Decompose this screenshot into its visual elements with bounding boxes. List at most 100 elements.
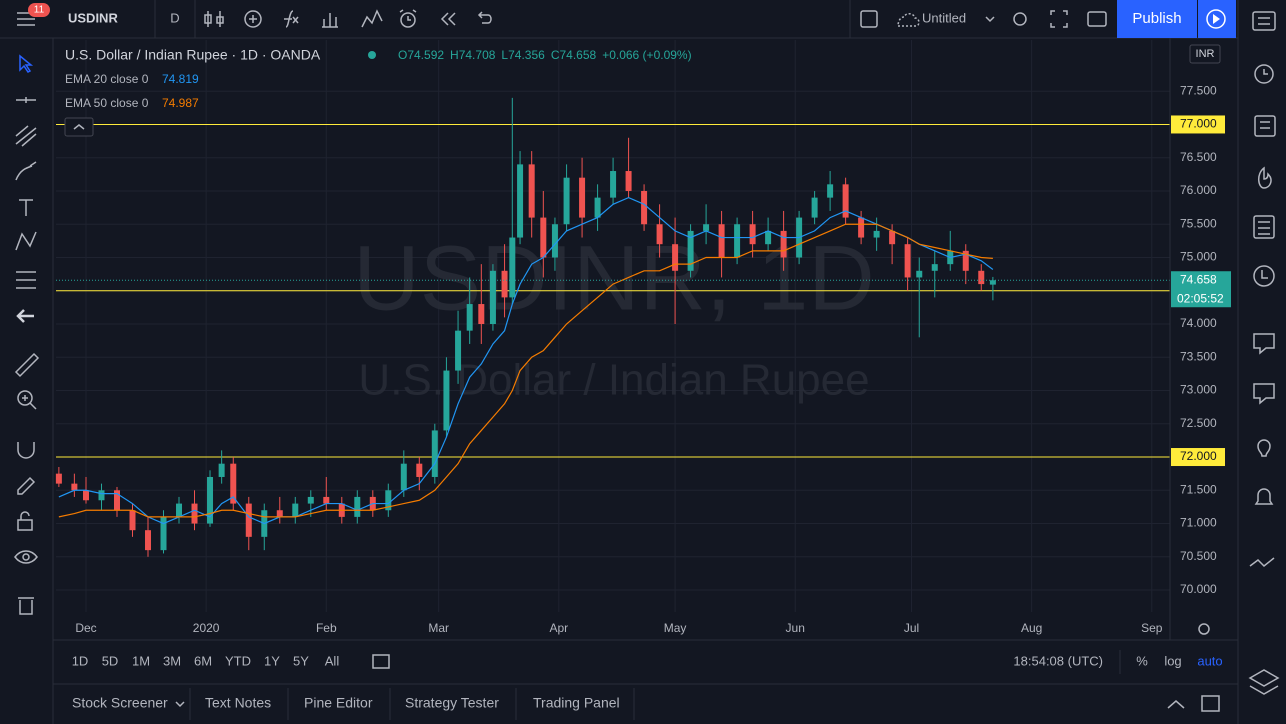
tab[interactable]: Strategy Tester xyxy=(405,695,499,711)
range-button[interactable]: 5D xyxy=(102,653,119,668)
candle-body xyxy=(749,224,756,245)
watermark-description: U.S. Dollar / Indian Rupee xyxy=(358,356,869,405)
range-button[interactable]: All xyxy=(325,653,340,668)
candle-body xyxy=(292,503,299,517)
last-price: 74.658 xyxy=(1180,272,1217,286)
log-toggle[interactable]: log xyxy=(1164,653,1181,668)
publish-button[interactable] xyxy=(1117,0,1197,38)
price-label: 72.000 xyxy=(1180,449,1217,463)
collapse-icon[interactable] xyxy=(73,124,85,130)
range-bar: 1D 5D 1M 3M 6M YTD 1Y 5Y All xyxy=(72,653,340,668)
candle-body xyxy=(858,217,865,238)
tab[interactable]: Trading Panel xyxy=(533,695,620,711)
candle-body xyxy=(323,496,330,504)
currency-box[interactable] xyxy=(1189,44,1221,64)
y-tick-label: 75.500 xyxy=(1180,216,1217,230)
play-triangle xyxy=(1213,14,1220,24)
legend-low: L74.356 xyxy=(501,48,545,62)
ema50-line xyxy=(58,223,993,518)
x-tick-label: Mar xyxy=(428,621,449,635)
indicator-name: EMA 50 close 0 xyxy=(65,96,149,110)
countdown: 02:05:52 xyxy=(1177,291,1224,305)
maximize-icon[interactable] xyxy=(1201,695,1220,712)
y-tick-label: 70.000 xyxy=(1180,582,1217,596)
candle-body xyxy=(400,463,407,491)
chart: 70.000 70.500 71.000 71.500 72.000 72.500 73.0… xyxy=(55,40,1231,635)
legend-open: O74.592 xyxy=(398,48,444,62)
clock: 18:54:08 (UTC) xyxy=(1013,653,1103,668)
y-tick-label: 75.000 xyxy=(1180,250,1217,264)
candle-body xyxy=(466,304,473,331)
range-button[interactable]: 3M xyxy=(163,653,181,668)
auto-toggle[interactable]: auto xyxy=(1197,653,1222,668)
tab[interactable]: Pine Editor xyxy=(304,695,373,711)
candle-body xyxy=(431,430,438,477)
snapshot-icon[interactable] xyxy=(1087,11,1107,27)
candle-body xyxy=(610,171,617,198)
tab[interactable]: Text Notes xyxy=(205,695,271,711)
candle-body xyxy=(489,270,496,325)
interval[interactable]: D xyxy=(170,10,179,25)
watermark-symbol: USDINR, 1D xyxy=(353,227,874,329)
collapse-button[interactable] xyxy=(64,117,94,137)
candle-body xyxy=(811,197,818,218)
candle-body xyxy=(656,224,663,245)
fullscreen-icon[interactable] xyxy=(1050,10,1068,28)
y-tick-label: 70.500 xyxy=(1180,549,1217,563)
x-tick-label: Feb xyxy=(316,621,337,635)
candle-body xyxy=(579,177,586,218)
candle-body xyxy=(551,224,558,258)
dropdown-icon[interactable] xyxy=(175,701,185,708)
toolbar-icons[interactable] xyxy=(204,9,492,28)
layout-icon[interactable] xyxy=(860,10,878,28)
right-toolbar-icons[interactable] xyxy=(1248,11,1280,695)
x-tick-label: Sep xyxy=(1141,621,1163,635)
play-icon xyxy=(1206,9,1226,29)
range-button[interactable]: YTD xyxy=(225,653,251,668)
layout-name[interactable]: Untitled xyxy=(922,10,966,25)
badge-count: 11 xyxy=(34,5,45,16)
candle-body xyxy=(889,230,896,245)
range-button[interactable]: 1M xyxy=(132,653,150,668)
percent-toggle[interactable]: % xyxy=(1136,653,1148,668)
candle-body xyxy=(71,483,78,491)
candle-body xyxy=(765,230,772,245)
x-tick-label: Jul xyxy=(904,621,919,635)
expand-icon[interactable] xyxy=(1167,700,1185,709)
indicator-value: 74.819 xyxy=(162,72,199,86)
y-tick-label: 73.000 xyxy=(1180,383,1217,397)
publish-label[interactable]: Publish xyxy=(1132,10,1181,27)
date-range-icon[interactable] xyxy=(372,654,390,669)
candle-body xyxy=(354,496,361,517)
y-tick-label: 71.000 xyxy=(1180,516,1217,530)
tab[interactable]: Stock Screener xyxy=(72,695,168,711)
badge xyxy=(28,3,50,17)
legend-high: H74.708 xyxy=(450,48,496,62)
range-button[interactable]: 1D xyxy=(72,653,89,668)
range-button[interactable]: 6M xyxy=(194,653,212,668)
settings-icon[interactable] xyxy=(1013,12,1027,26)
currency[interactable]: INR xyxy=(1196,48,1215,60)
ema20-line xyxy=(58,196,994,525)
candle-body xyxy=(842,184,849,218)
candle-body xyxy=(931,264,938,271)
top-bar xyxy=(0,0,1238,38)
candle-body xyxy=(478,304,485,325)
range-button[interactable]: 1Y xyxy=(264,653,280,668)
candle-body xyxy=(672,244,679,271)
range-button[interactable]: 5Y xyxy=(293,653,309,668)
drawing-tools[interactable] xyxy=(14,54,40,615)
cloud-icon xyxy=(897,13,920,27)
candle-body xyxy=(962,250,969,271)
y-tick-label: 71.500 xyxy=(1180,482,1217,496)
dropdown-icon[interactable] xyxy=(985,16,995,23)
candle-body xyxy=(82,490,89,501)
symbol[interactable]: USDINR xyxy=(68,10,118,25)
settings-icon[interactable] xyxy=(1198,623,1210,635)
candle-body xyxy=(501,270,508,298)
legend-title: U.S. Dollar / Indian Rupee · 1D · OANDA xyxy=(65,47,321,63)
market-status xyxy=(368,51,376,59)
price-label-box xyxy=(1171,115,1225,134)
